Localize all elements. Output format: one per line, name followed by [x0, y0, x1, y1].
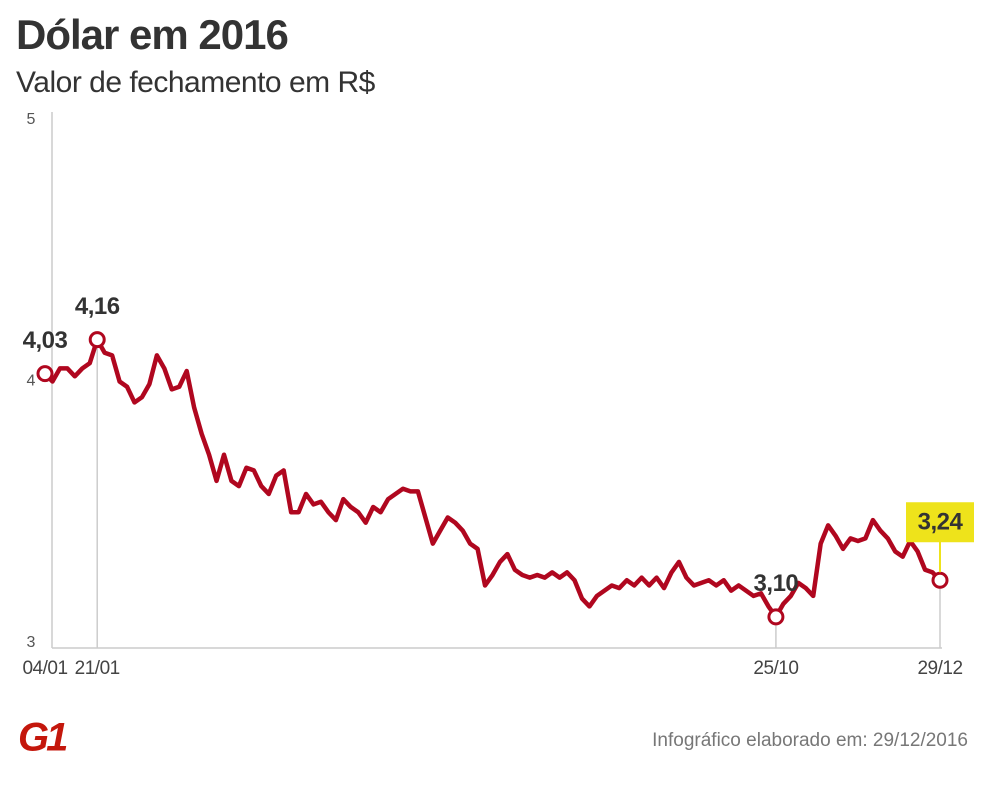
x-tick-label: 25/10 [753, 658, 798, 679]
line [43, 337, 942, 620]
point-marker [36, 365, 54, 383]
x-tick-label: 29/12 [917, 658, 962, 679]
chart-subtitle: Valor de fechamento em R$ [16, 66, 376, 99]
logo: G1 [18, 716, 67, 760]
chart-title: Dólar em 2016 [16, 11, 288, 58]
x-tick-label: 04/01 [22, 658, 67, 679]
value-label: 4,16 [75, 293, 120, 320]
value-label: 3,24 [918, 509, 964, 536]
value-label: 3,10 [754, 570, 799, 597]
point-marker [931, 571, 949, 589]
x-tick-label: 21/01 [75, 658, 120, 679]
y-tick-label: 5 [27, 111, 36, 128]
y-tick-label: 3 [27, 634, 36, 651]
y-tick-label: 4 [27, 373, 36, 390]
highlight-box [906, 502, 974, 543]
source: Infográfico elaborado em: 29/12/2016 [652, 730, 968, 751]
point-marker [767, 608, 785, 626]
value-label: 4,03 [23, 327, 68, 354]
point-marker [88, 331, 106, 349]
